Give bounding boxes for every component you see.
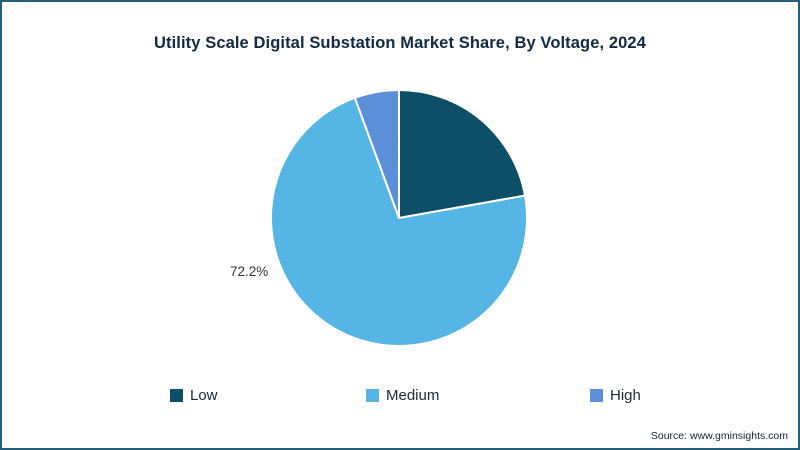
slice-label-medium: 72.2% [230,264,269,279]
legend-label-medium: Medium [386,387,440,404]
legend-item-low: Low [170,387,218,404]
legend-label-low: Low [190,387,218,404]
legend-swatch-low [170,389,183,402]
pie-slice-medium [270,96,528,347]
pie-slice-low [398,89,527,219]
legend-swatch-medium [366,389,379,402]
legend-item-medium: Medium [366,387,439,404]
pie-slice-high [353,89,400,219]
source-note: Source: www.gminsights.com [650,430,788,442]
legend: Low Medium High [2,387,798,407]
chart-title: Utility Scale Digital Substation Market … [154,34,646,52]
legend-label-high: High [610,387,641,404]
legend-swatch-high [590,389,603,402]
legend-item-high: High [590,387,641,404]
